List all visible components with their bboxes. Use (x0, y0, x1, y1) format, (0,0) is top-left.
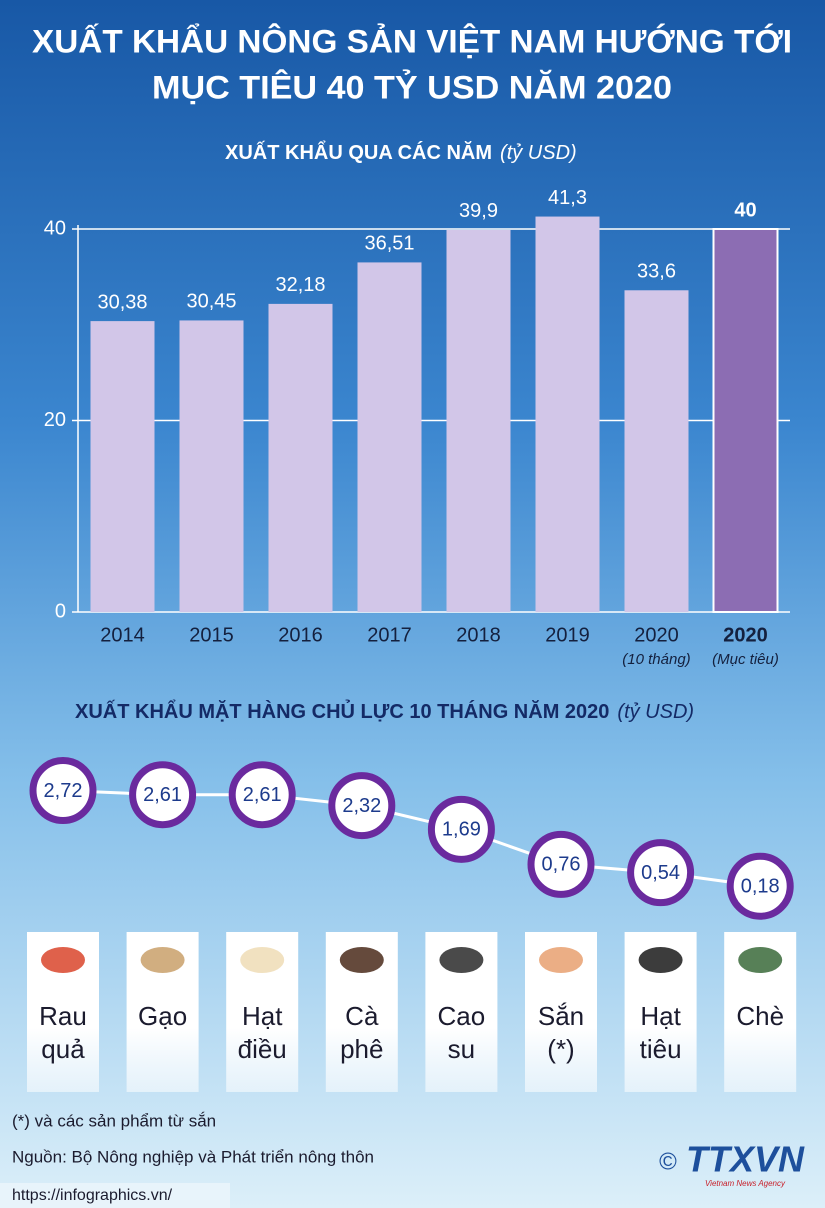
footnote: Nguồn: Bộ Nông nghiệp và Phát triển nông… (12, 1147, 374, 1166)
x-tick-label: 2020 (634, 624, 679, 646)
chart-title: XUẤT KHẨU QUA CÁC NĂM (tỷ USD) (225, 141, 577, 164)
category-label: Hạt điều (237, 1001, 287, 1064)
category-label: Gạo (138, 1001, 188, 1031)
value-label: 2,61 (243, 784, 282, 806)
icon (240, 947, 285, 973)
y-tick-label: 40 (44, 217, 66, 239)
value-label: 0,54 (641, 862, 680, 884)
icon (539, 947, 583, 973)
marker (129, 761, 197, 829)
marker (627, 839, 695, 907)
marker (228, 761, 296, 829)
value-label: 0,76 (542, 854, 581, 876)
x-tick-note: (10 tháng) (622, 651, 690, 668)
title-line: MỤC TIÊU 40 TỶ USD NĂM 2020 (152, 69, 672, 105)
icon (439, 947, 484, 973)
value-label: 32,18 (275, 274, 325, 296)
url: https://infographics.vn/ (12, 1187, 173, 1204)
url-strip (0, 1183, 230, 1208)
icon (638, 947, 683, 973)
marker (527, 830, 595, 898)
value-label: 40 (734, 199, 756, 221)
x-tick-label: 2016 (278, 624, 323, 646)
footnote: (*) và các sản phẩm từ sắn (12, 1111, 216, 1130)
bar (357, 262, 422, 612)
category-label: Cà phê (340, 1001, 384, 1064)
chart-title: XUẤT KHẨU MẶT HÀNG CHỦ LỰC 10 THÁNG NĂM … (75, 699, 609, 723)
icon (738, 947, 783, 973)
icon (41, 947, 85, 973)
value-label: 2,61 (143, 784, 182, 806)
icon (140, 947, 185, 973)
y-tick-label: 0 (55, 600, 66, 622)
bar (179, 320, 244, 612)
value-label: 41,3 (548, 187, 587, 209)
title-line: XUẤT KHẨU NÔNG SẢN VIỆT NAM HƯỚNG TỚI (32, 23, 792, 59)
marker (328, 772, 396, 840)
unit: (tỷ USD) (617, 701, 694, 723)
x-tick-label: 2014 (100, 624, 145, 646)
unit: (tỷ USD) (500, 142, 577, 164)
logo-tagline: Vietnam News Agency (705, 1179, 786, 1188)
x-tick-label: 2019 (545, 624, 590, 646)
bar (446, 229, 511, 612)
value-label: 36,51 (364, 233, 414, 255)
x-tick-label: 2018 (456, 624, 501, 646)
icon (339, 947, 384, 973)
category-label: Hạt tiêu (639, 1001, 682, 1064)
marker (29, 757, 97, 825)
value-label: 1,69 (442, 819, 481, 841)
marker (427, 795, 495, 863)
value-label: 2,72 (44, 780, 83, 802)
value-label: 30,38 (97, 291, 147, 313)
bar (90, 321, 155, 612)
bar (535, 216, 600, 613)
bar (712, 228, 779, 613)
value-label: 39,9 (459, 200, 498, 222)
category-label: Sắn (*) (537, 1001, 585, 1064)
marker (726, 852, 794, 920)
x-tick-label: 2015 (189, 624, 234, 646)
copyright: © (659, 1148, 677, 1175)
bar (624, 290, 689, 612)
category-label: Chè (736, 1001, 785, 1031)
value-label: 33,6 (637, 261, 676, 283)
x-tick-note: (Mục tiêu) (712, 651, 779, 668)
logo: TTXVN (686, 1139, 805, 1180)
value-label: 0,18 (741, 876, 780, 898)
value-label: 2,32 (342, 795, 381, 817)
bar (268, 303, 333, 612)
y-tick-label: 20 (44, 409, 66, 431)
x-tick-label: 2017 (367, 624, 412, 646)
chart-title: XUẤT KHẨU QUA CÁC NĂM (225, 141, 492, 164)
value-label: 30,45 (186, 291, 236, 313)
chart-title: XUẤT KHẨU MẶT HÀNG CHỦ LỰC 10 THÁNG NĂM … (75, 699, 694, 723)
category-label: Rau quả (39, 1001, 87, 1064)
x-tick-label: 2020 (723, 624, 768, 646)
category-label: Cao su (437, 1001, 486, 1064)
